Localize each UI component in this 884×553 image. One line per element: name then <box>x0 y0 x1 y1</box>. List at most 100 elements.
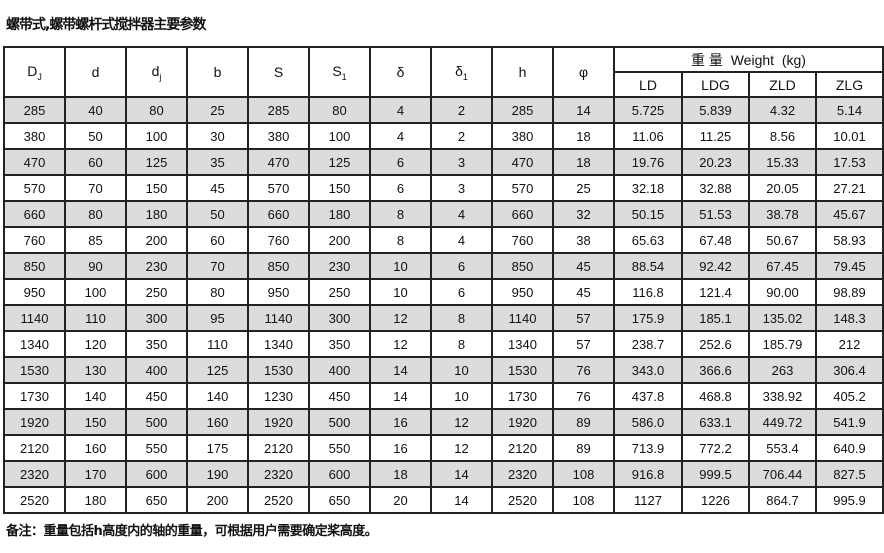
table-cell: 16 <box>369 408 432 436</box>
table-row: 660 80 180 50 660 180 8 4 660 32 50.15 51.53 38.78 45… <box>3 200 884 228</box>
table-cell: 100 <box>125 122 188 150</box>
table-cell: 16 <box>369 434 432 462</box>
table-cell: 995.9 <box>815 486 884 514</box>
table-cell: 57 <box>552 330 615 358</box>
table-cell: 2120 <box>3 434 66 462</box>
table-cell: 2520 <box>247 486 310 514</box>
table-cell: 338.92 <box>748 382 817 410</box>
table-cell: 850 <box>491 252 554 280</box>
column-header-subscript: J <box>37 71 42 82</box>
table-cell: 121.4 <box>681 278 750 306</box>
table-cell: 51.53 <box>681 200 750 228</box>
table-cell: 350 <box>125 330 188 358</box>
table-cell: 58.93 <box>815 226 884 254</box>
table-cell: 285 <box>247 96 310 124</box>
table-cell: 80 <box>308 96 371 124</box>
table-row: 1530 130 400 125 1530 400 14 10 1530 76 343.0 366.6… <box>3 356 884 384</box>
table-cell: 380 <box>491 122 554 150</box>
table-row: 1920 150 500 160 1920 500 16 12 1920 89 586.0 633.1… <box>3 408 884 436</box>
table-cell: 1340 <box>247 330 310 358</box>
table-cell: 148.3 <box>815 304 884 332</box>
table-cell: 14 <box>369 382 432 410</box>
table-row: 2120 160 550 175 2120 550 16 12 2120 89 713.9 772.2… <box>3 434 884 462</box>
table-cell: 950 <box>247 278 310 306</box>
table-cell: 10 <box>430 356 493 384</box>
table-cell: 120 <box>64 330 127 358</box>
table-cell: 12 <box>430 408 493 436</box>
table-cell: 70 <box>64 174 127 202</box>
table-cell: 2120 <box>247 434 310 462</box>
table-cell: 200 <box>125 226 188 254</box>
table-cell: 116.8 <box>613 278 683 306</box>
table-cell: 306.4 <box>815 356 884 384</box>
table-row: 285 40 80 25 285 80 4 2 285 14 5.725 5.839 4.32 5.14 <box>3 96 884 124</box>
table-row: 760 85 200 60 760 200 8 4 760 38 65.63 67.48 50.67 58… <box>3 226 884 254</box>
table-cell: 1140 <box>491 304 554 332</box>
table-cell: 14 <box>369 356 432 384</box>
table-cell: 180 <box>64 486 127 514</box>
table-cell: 80 <box>125 96 188 124</box>
table-cell: 4 <box>369 122 432 150</box>
table-cell: 300 <box>308 304 371 332</box>
table-cell: 950 <box>491 278 554 306</box>
table-cell: 32.18 <box>613 174 683 202</box>
table-cell: 2120 <box>491 434 554 462</box>
column-header-subscript: 1 <box>341 71 347 82</box>
table-cell: 1340 <box>3 330 66 358</box>
table-cell: 60 <box>64 148 127 176</box>
table-cell: 2320 <box>3 460 66 488</box>
table-cell: 500 <box>125 408 188 436</box>
table-cell: 88.54 <box>613 252 683 280</box>
table-cell: 633.1 <box>681 408 750 436</box>
table-cell: 85 <box>64 226 127 254</box>
table-cell: 380 <box>247 122 310 150</box>
table-cell: 1920 <box>3 408 66 436</box>
column-header-label: δ <box>455 62 463 79</box>
table-cell: 760 <box>247 226 310 254</box>
table-cell: 65.63 <box>613 226 683 254</box>
table-cell: 100 <box>308 122 371 150</box>
table-cell: 1140 <box>3 304 66 332</box>
column-header-label: d <box>151 62 160 79</box>
table-cell: 550 <box>308 434 371 462</box>
table-cell: 1140 <box>247 304 310 332</box>
table-cell: 405.2 <box>815 382 884 410</box>
table-cell: 90.00 <box>748 278 817 306</box>
table-row: 1140 110 300 95 1140 300 12 8 1140 57 175.9 185.1 13… <box>3 304 884 332</box>
table-cell: 3 <box>430 174 493 202</box>
column-header-label: D <box>27 62 38 79</box>
table-cell: 15.33 <box>748 148 817 176</box>
table-cell: 95 <box>186 304 249 332</box>
column-header: dj <box>125 46 188 98</box>
table-row: 2320 170 600 190 2320 600 18 14 2320 108 916.8 999.… <box>3 460 884 488</box>
table-cell: 50.67 <box>748 226 817 254</box>
table-cell: 20.23 <box>681 148 750 176</box>
footnote: 备注：重量包括h高度内的轴的重量，可根据用户需要确定桨高度。 <box>6 524 378 539</box>
table-cell: 45.67 <box>815 200 884 228</box>
table-cell: 190 <box>186 460 249 488</box>
table-cell: 640.9 <box>815 434 884 462</box>
table-cell: 263 <box>748 356 817 384</box>
table-cell: 660 <box>247 200 310 228</box>
table-cell: 570 <box>3 174 66 202</box>
table-cell: 541.9 <box>815 408 884 436</box>
table-cell: 230 <box>125 252 188 280</box>
weight-header: 重 量 Weight (kg) <box>613 46 884 73</box>
table-cell: 180 <box>125 200 188 228</box>
column-header-label: φ <box>578 64 589 80</box>
table-cell: 200 <box>186 486 249 514</box>
table-cell: 10 <box>430 382 493 410</box>
table-cell: 45 <box>552 278 615 306</box>
table-cell: 170 <box>64 460 127 488</box>
table-cell: 470 <box>491 148 554 176</box>
table-cell: 20 <box>369 486 432 514</box>
table-cell: 140 <box>64 382 127 410</box>
table-cell: 70 <box>186 252 249 280</box>
table-cell: 125 <box>308 148 371 176</box>
table-cell: 706.44 <box>748 460 817 488</box>
table-cell: 450 <box>125 382 188 410</box>
table-cell: 6 <box>430 278 493 306</box>
table-cell: 76 <box>552 382 615 410</box>
table-cell: 600 <box>125 460 188 488</box>
column-header-label: S <box>273 64 284 80</box>
